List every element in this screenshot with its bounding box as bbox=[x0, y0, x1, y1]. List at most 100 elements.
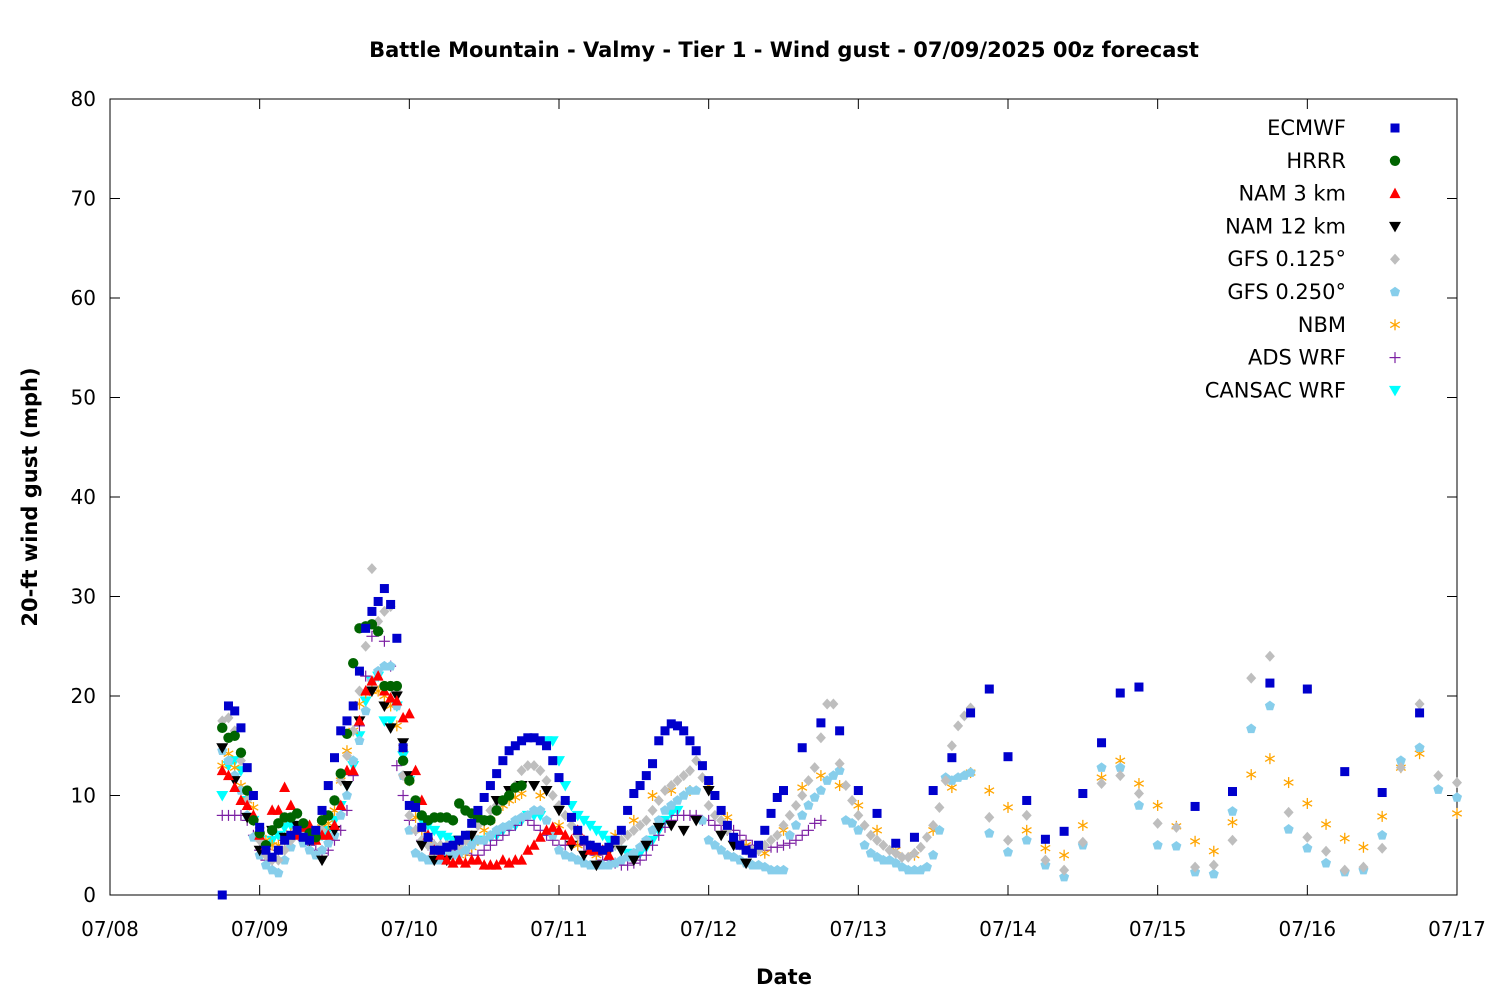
data-point bbox=[809, 817, 821, 829]
data-point bbox=[590, 825, 603, 837]
data-point bbox=[584, 820, 597, 832]
data-point bbox=[585, 840, 595, 850]
data-point bbox=[359, 696, 372, 707]
legend-label: ADS WRF bbox=[1248, 346, 1346, 370]
data-point bbox=[398, 743, 408, 753]
x-tick-label: 07/09 bbox=[231, 917, 289, 941]
data-point bbox=[242, 763, 252, 773]
data-point bbox=[535, 805, 546, 815]
data-point bbox=[491, 834, 503, 846]
data-point bbox=[566, 812, 576, 822]
data-point bbox=[392, 633, 402, 643]
data-point bbox=[984, 684, 994, 694]
legend-label: CANSAC WRF bbox=[1205, 378, 1346, 402]
data-point bbox=[336, 726, 346, 736]
data-point bbox=[1452, 777, 1462, 789]
data-point bbox=[690, 815, 703, 827]
data-point bbox=[553, 805, 565, 817]
data-point bbox=[340, 781, 353, 792]
y-tick-label: 70 bbox=[71, 187, 96, 211]
data-point bbox=[778, 839, 789, 851]
data-point bbox=[216, 764, 228, 776]
y-axis: 0 10 20 30 40 50 60 70 80 bbox=[71, 87, 1457, 907]
x-tick-label: 07/10 bbox=[381, 917, 439, 941]
x-tick-label: 07/16 bbox=[1279, 917, 1337, 941]
data-point bbox=[397, 711, 409, 723]
legend: ECMWF HRRR NAM 3 km NAM 12 km GFS 0.125° GFS … bbox=[1205, 116, 1401, 402]
legend-entry: NAM 3 km bbox=[1238, 182, 1401, 206]
data-point bbox=[928, 849, 939, 860]
data-point bbox=[896, 851, 907, 863]
data-point bbox=[1059, 826, 1069, 836]
data-point bbox=[934, 825, 945, 835]
data-point bbox=[472, 854, 484, 865]
data-point bbox=[478, 844, 490, 856]
data-point bbox=[286, 830, 296, 840]
data-point bbox=[802, 824, 814, 836]
data-point bbox=[1302, 684, 1312, 694]
data-point bbox=[1377, 788, 1387, 798]
legend-label: GFS 0.250° bbox=[1227, 280, 1346, 304]
data-point bbox=[703, 834, 714, 845]
data-point bbox=[1059, 864, 1070, 876]
data-point bbox=[1451, 807, 1463, 819]
data-point bbox=[366, 563, 377, 575]
data-point bbox=[1358, 861, 1369, 873]
data-point bbox=[429, 845, 439, 855]
data-point bbox=[815, 814, 827, 826]
data-point bbox=[660, 726, 670, 736]
data-point bbox=[1171, 821, 1182, 833]
data-point bbox=[796, 829, 808, 841]
data-point bbox=[940, 775, 951, 787]
data-point bbox=[397, 755, 409, 766]
data-point bbox=[1414, 742, 1425, 753]
data-point bbox=[1021, 824, 1032, 836]
data-point bbox=[1283, 806, 1294, 818]
data-point bbox=[766, 808, 776, 818]
data-point bbox=[436, 845, 446, 855]
legend-entry: NAM 12 km bbox=[1225, 214, 1401, 238]
y-axis-label: 20-ft wind gust (mph) bbox=[18, 367, 42, 626]
data-point bbox=[953, 720, 964, 732]
y-tick-label: 30 bbox=[71, 585, 96, 609]
series-ecmwf bbox=[217, 584, 1425, 900]
data-point bbox=[1377, 830, 1388, 840]
data-point bbox=[640, 849, 652, 861]
data-point bbox=[760, 825, 770, 835]
data-point bbox=[335, 768, 346, 779]
legend-entry: ECMWF bbox=[1267, 116, 1400, 140]
data-point bbox=[771, 841, 783, 853]
data-point bbox=[1302, 831, 1313, 843]
data-point bbox=[928, 786, 938, 796]
data-point bbox=[603, 849, 615, 860]
data-point bbox=[385, 691, 397, 703]
data-point bbox=[685, 736, 695, 746]
data-point bbox=[391, 680, 403, 692]
data-point bbox=[946, 740, 957, 752]
data-point bbox=[697, 761, 707, 771]
data-point bbox=[235, 794, 247, 805]
x-axis: 07/08 07/09 07/10 07/11 07/12 07/13 07/14 07/15… bbox=[81, 99, 1486, 941]
legend-marker bbox=[1389, 286, 1401, 297]
data-point bbox=[559, 829, 571, 840]
data-point bbox=[715, 830, 728, 842]
data-point bbox=[766, 834, 777, 846]
data-point bbox=[216, 743, 229, 754]
data-point bbox=[704, 776, 714, 786]
data-point bbox=[577, 815, 590, 827]
data-point bbox=[1395, 755, 1406, 765]
data-point bbox=[280, 835, 290, 845]
chart-title: Battle Mountain - Valmy - Tier 1 - Wind … bbox=[369, 38, 1199, 62]
data-point bbox=[1451, 792, 1463, 802]
data-point bbox=[559, 781, 572, 792]
data-point bbox=[573, 825, 583, 835]
data-point bbox=[1152, 839, 1163, 850]
data-point bbox=[1433, 770, 1444, 782]
data-point bbox=[1078, 789, 1088, 799]
data-point bbox=[229, 730, 240, 741]
data-point bbox=[229, 781, 241, 793]
data-point bbox=[1021, 809, 1032, 821]
data-point bbox=[397, 790, 409, 801]
data-point bbox=[517, 736, 527, 746]
